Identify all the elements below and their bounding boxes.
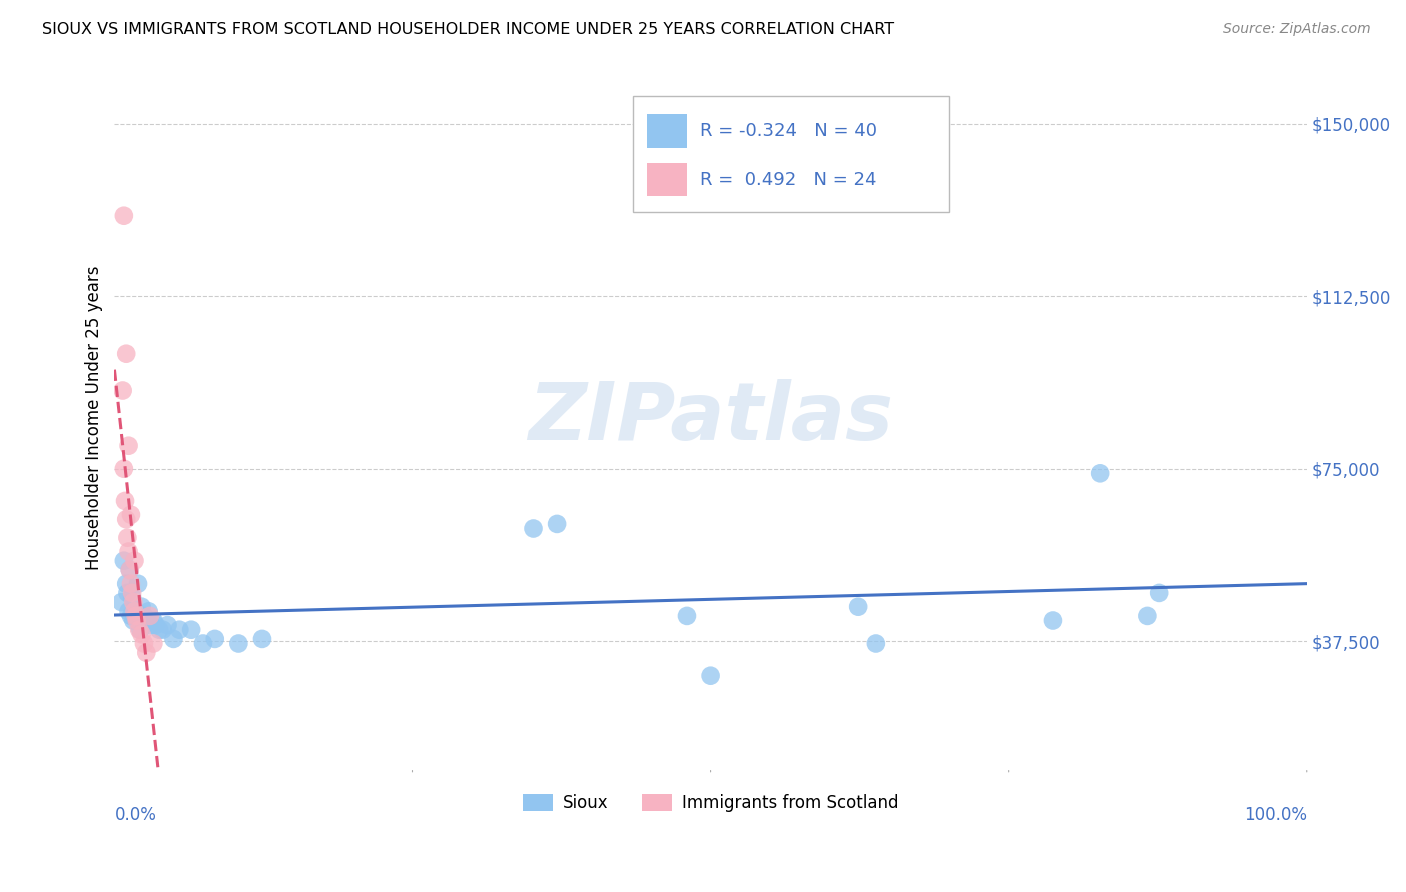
Point bbox=[117, 544, 139, 558]
Point bbox=[118, 563, 141, 577]
Point bbox=[112, 461, 135, 475]
Point bbox=[115, 512, 138, 526]
Text: SIOUX VS IMMIGRANTS FROM SCOTLAND HOUSEHOLDER INCOME UNDER 25 YEARS CORRELATION : SIOUX VS IMMIGRANTS FROM SCOTLAND HOUSEH… bbox=[42, 22, 894, 37]
Point bbox=[191, 636, 214, 650]
Text: R = -0.324   N = 40: R = -0.324 N = 40 bbox=[700, 121, 877, 140]
Point bbox=[138, 604, 160, 618]
Point bbox=[125, 614, 148, 628]
Point bbox=[204, 632, 226, 646]
Point bbox=[699, 669, 721, 683]
Point bbox=[124, 604, 146, 618]
Point bbox=[148, 623, 170, 637]
Point bbox=[112, 554, 135, 568]
Legend: Sioux, Immigrants from Scotland: Sioux, Immigrants from Scotland bbox=[516, 788, 905, 819]
Point bbox=[139, 608, 162, 623]
Text: 0.0%: 0.0% bbox=[114, 806, 156, 824]
Point bbox=[124, 604, 146, 618]
Point bbox=[115, 347, 138, 361]
Point bbox=[132, 608, 155, 623]
Point bbox=[865, 636, 887, 650]
Point bbox=[111, 384, 134, 398]
Point bbox=[522, 521, 544, 535]
Point bbox=[121, 591, 143, 605]
Point bbox=[846, 599, 869, 614]
Point bbox=[110, 595, 132, 609]
Point bbox=[156, 618, 179, 632]
Point bbox=[117, 439, 139, 453]
Point bbox=[115, 576, 138, 591]
FancyBboxPatch shape bbox=[647, 114, 686, 147]
Point bbox=[131, 599, 153, 614]
Point bbox=[112, 209, 135, 223]
Point bbox=[145, 618, 167, 632]
Point bbox=[121, 586, 143, 600]
Y-axis label: Householder Income Under 25 years: Householder Income Under 25 years bbox=[86, 266, 103, 570]
Point bbox=[546, 516, 568, 531]
Point bbox=[117, 531, 139, 545]
Point bbox=[128, 614, 150, 628]
Point bbox=[129, 623, 152, 637]
Point bbox=[135, 614, 157, 628]
Text: Source: ZipAtlas.com: Source: ZipAtlas.com bbox=[1223, 22, 1371, 37]
Text: 100.0%: 100.0% bbox=[1244, 806, 1306, 824]
Point bbox=[122, 614, 145, 628]
Point bbox=[169, 623, 191, 637]
Point bbox=[1088, 467, 1111, 481]
Point bbox=[122, 595, 145, 609]
FancyBboxPatch shape bbox=[633, 96, 949, 212]
Point bbox=[180, 623, 202, 637]
Point bbox=[162, 632, 184, 646]
Point bbox=[120, 576, 142, 591]
Text: R =  0.492   N = 24: R = 0.492 N = 24 bbox=[700, 170, 876, 189]
Point bbox=[114, 494, 136, 508]
Point bbox=[228, 636, 250, 650]
Point bbox=[128, 623, 150, 637]
Point bbox=[152, 623, 174, 637]
Point bbox=[1147, 586, 1170, 600]
Point bbox=[124, 608, 146, 623]
Point bbox=[135, 646, 157, 660]
Point bbox=[132, 636, 155, 650]
Point bbox=[117, 586, 139, 600]
Point bbox=[117, 604, 139, 618]
Point bbox=[124, 554, 146, 568]
Point bbox=[127, 576, 149, 591]
Point bbox=[250, 632, 273, 646]
FancyBboxPatch shape bbox=[647, 163, 686, 196]
Point bbox=[120, 508, 142, 522]
Point bbox=[1136, 608, 1159, 623]
Point bbox=[676, 608, 699, 623]
Point bbox=[131, 627, 153, 641]
Point bbox=[1042, 614, 1064, 628]
Point bbox=[142, 614, 165, 628]
Point bbox=[139, 618, 162, 632]
Point bbox=[142, 636, 165, 650]
Text: ZIPatlas: ZIPatlas bbox=[529, 379, 893, 457]
Point bbox=[118, 563, 141, 577]
Point bbox=[120, 608, 142, 623]
